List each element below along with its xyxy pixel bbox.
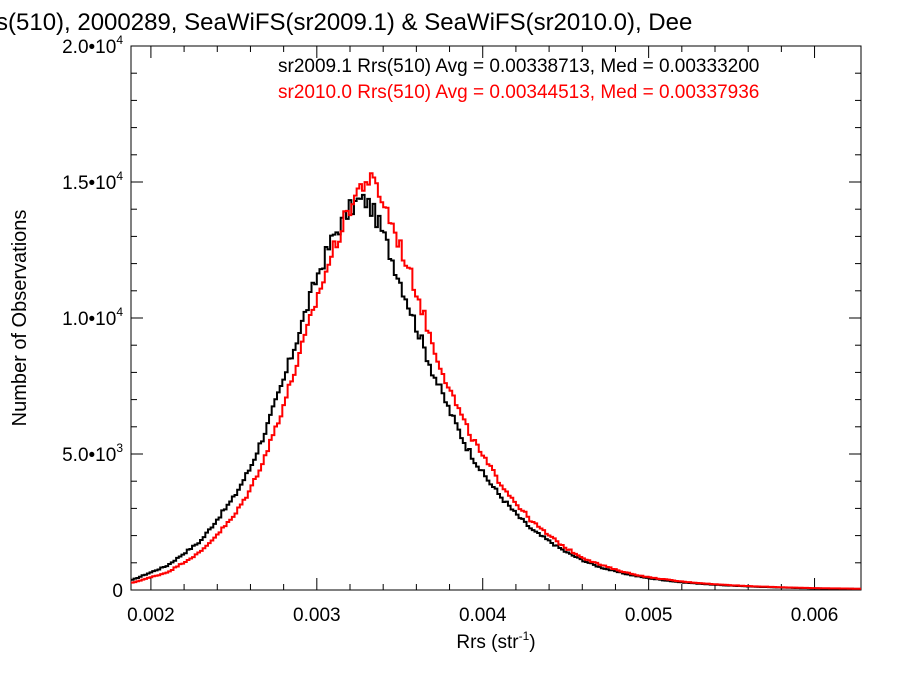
x-tick-label: 0.003 xyxy=(293,605,341,626)
y-tick-label-mantissa: 5.0•10 xyxy=(62,445,116,466)
y-tick-label-mantissa: 1.5•10 xyxy=(62,173,116,194)
y-tick-label: 0 xyxy=(112,581,123,602)
series-layer xyxy=(131,172,861,590)
chart-title: s(510), 2000289, SeaWiFS(sr2009.1) & Sea… xyxy=(0,9,692,36)
y-axis-label: Number of Observations xyxy=(9,210,31,427)
x-axis-label-main: Rrs (str xyxy=(456,632,519,653)
y-tick-label-mantissa: 1.0•10 xyxy=(62,309,116,330)
y-tick-label: 5.0•103 xyxy=(62,441,123,466)
x-tick-label: 0.005 xyxy=(625,605,673,626)
y-tick-label-exponent: 4 xyxy=(116,33,123,47)
series-line-sr2010-0 xyxy=(131,172,861,590)
y-tick-label-mantissa: 0 xyxy=(112,581,123,602)
y-tick-label-mantissa: 2.0•10 xyxy=(62,37,116,58)
legend-entry-sr2010-0: sr2010.0 Rrs(510) Avg = 0.00344513, Med … xyxy=(278,82,759,103)
y-tick-label: 1.5•104 xyxy=(62,169,123,194)
y-tick-label-exponent: 3 xyxy=(116,441,123,455)
x-axis-label-close: ) xyxy=(529,632,535,653)
x-tick-label: 0.006 xyxy=(791,605,839,626)
x-tick-label: 0.002 xyxy=(127,605,175,626)
x-axis-label: Rrs (str-1) xyxy=(456,629,535,653)
legend-entry-sr2009-1: sr2009.1 Rrs(510) Avg = 0.00338713, Med … xyxy=(278,56,759,77)
y-tick-label: 2.0•104 xyxy=(62,33,123,58)
x-axis: 0.002 0.003 0.004 0.005 0.006 xyxy=(127,46,838,626)
x-tick-label: 0.004 xyxy=(459,605,507,626)
x-axis-label-superscript: -1 xyxy=(519,629,530,643)
y-tick-label-exponent: 4 xyxy=(116,169,123,183)
y-tick-label: 1.0•104 xyxy=(62,305,123,330)
series-line-sr2009-1 xyxy=(131,193,861,590)
y-tick-label-exponent: 4 xyxy=(116,305,123,319)
